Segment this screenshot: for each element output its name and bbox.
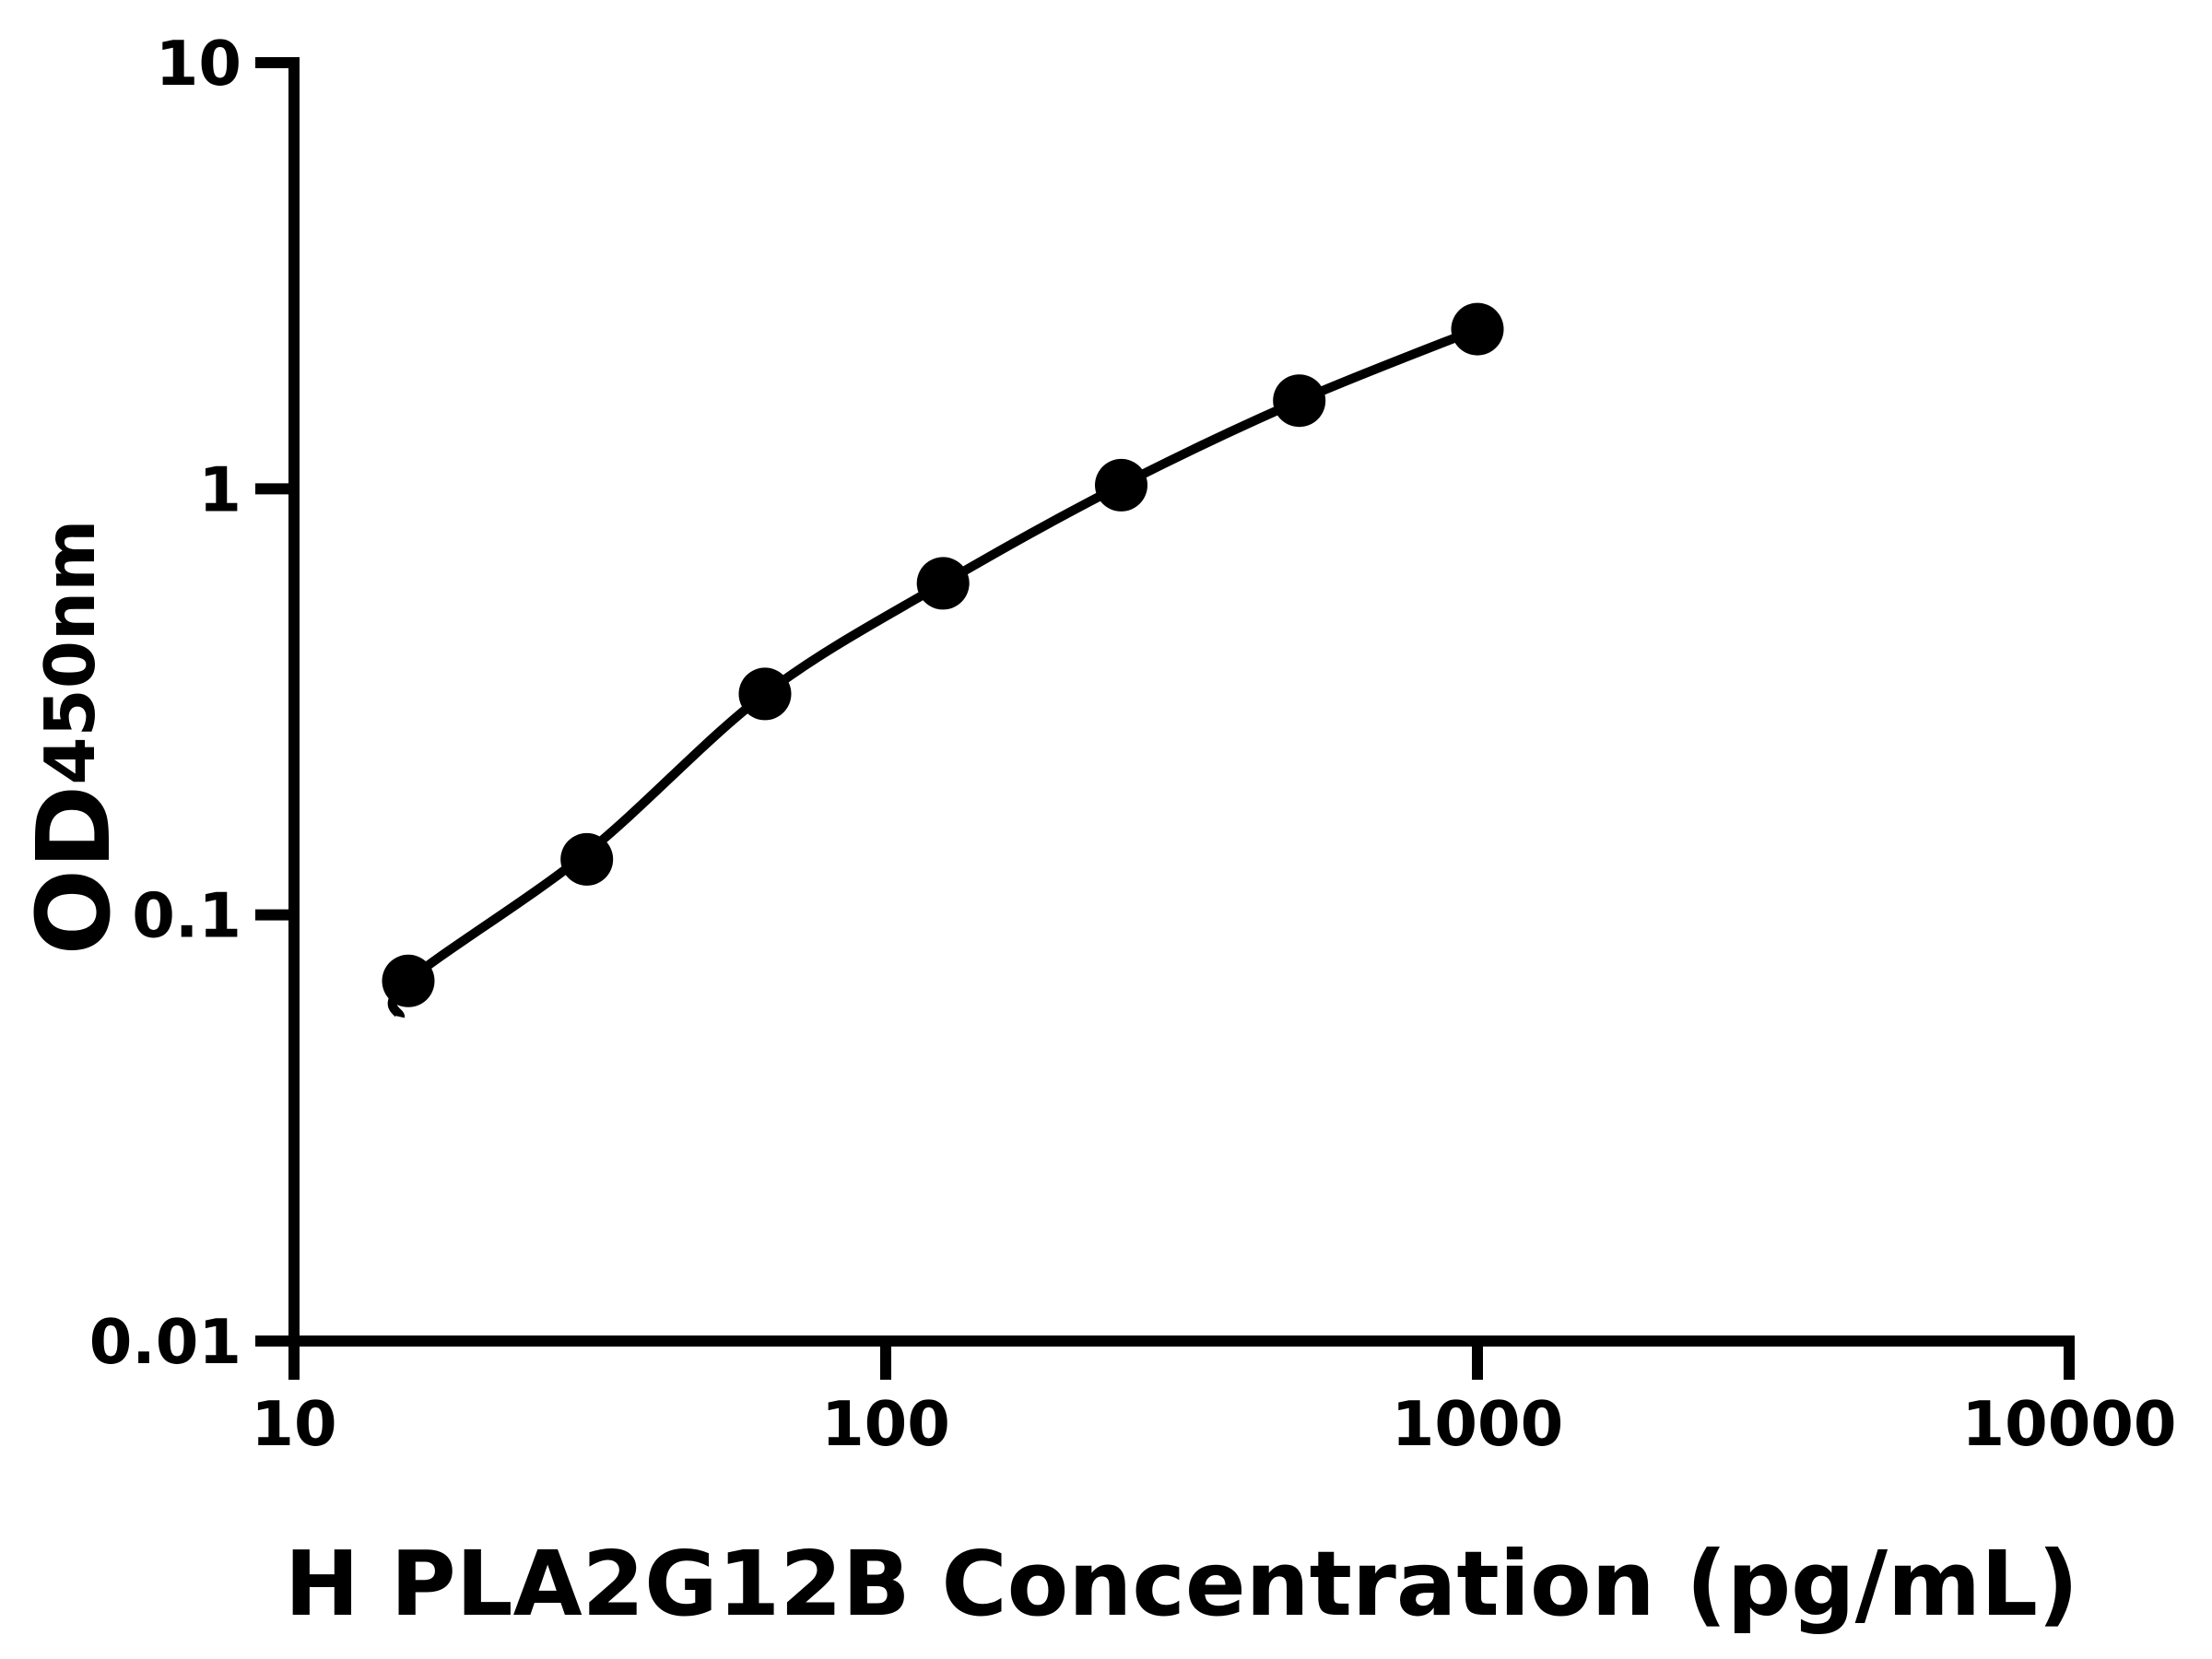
data-point	[1273, 374, 1326, 428]
data-point	[560, 832, 614, 886]
data-point	[1451, 302, 1504, 356]
data-points	[382, 302, 1504, 1007]
data-point	[916, 557, 970, 610]
y-axis-title: OD450nm	[15, 520, 133, 956]
data-point	[738, 667, 792, 721]
x-tick-label: 10	[251, 1388, 336, 1460]
fit-curve-line	[387, 324, 1479, 1018]
data-point	[382, 954, 435, 1007]
data-point	[1095, 458, 1147, 512]
x-tick-label: 100	[821, 1388, 950, 1460]
y-axis-title-subscript: 450nm	[29, 520, 111, 785]
y-axis-title-main: OD	[15, 785, 133, 956]
y-tick-label: 0.01	[89, 1306, 241, 1378]
y-tick-label: 0.1	[132, 880, 241, 952]
y-tick-label: 1	[198, 453, 241, 525]
y-tick-label: 10	[156, 28, 241, 100]
x-tick-label: 10000	[1961, 1388, 2176, 1460]
x-tick-label: 1000	[1392, 1388, 1563, 1460]
x-axis-title: H PLA2G12B Concentration (pg/mL)	[285, 1532, 2079, 1636]
